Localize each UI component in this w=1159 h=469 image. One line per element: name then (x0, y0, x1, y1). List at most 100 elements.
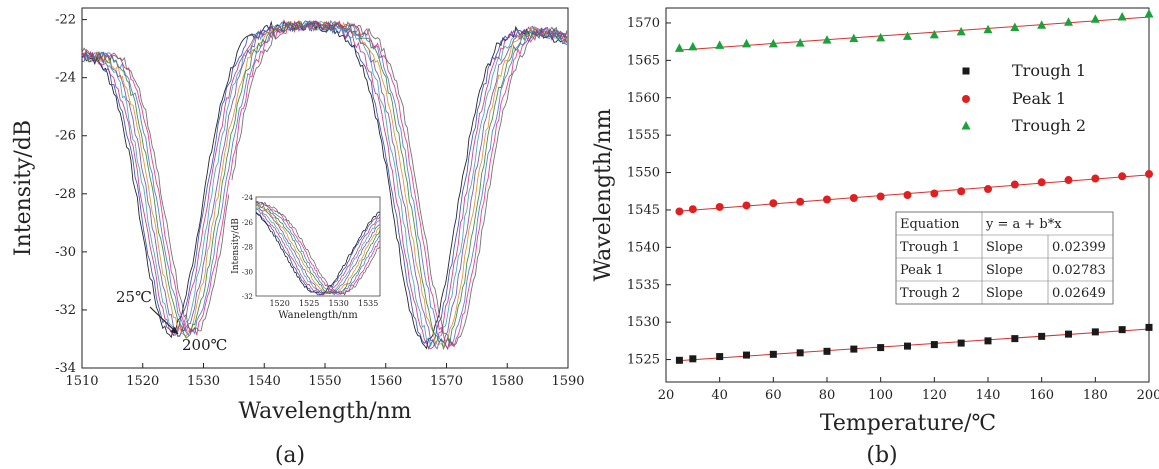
legend-marker (961, 121, 971, 130)
data-point-trough-1 (930, 341, 938, 349)
inset-spectrum-curve (255, 211, 381, 294)
panel-a-spectra (81, 19, 568, 351)
panel-b-caption: (b) (866, 443, 897, 468)
panel-b-x-tick-label: 100 (868, 388, 893, 403)
panel-a-y-ticks: -34 -32 -30 -28 -26 -24 -22 (55, 13, 87, 376)
panel-b-legend: Trough 1 Peak 1 Trough 2 (961, 61, 1086, 135)
panel-b-x-tick-label: 200 (1137, 388, 1159, 403)
data-point-trough-2 (822, 35, 832, 44)
data-point-trough-1 (957, 339, 965, 347)
panel-b-x-tick-label: 60 (765, 388, 782, 403)
data-point-trough-1 (850, 345, 858, 353)
fit-results-table: Equation y = a + b*x Trough 1 Slope 0.02399 P… (895, 211, 1114, 305)
data-point-peak-1 (876, 192, 885, 201)
panel-b-y-tick-label: 1570 (627, 16, 660, 31)
panel-b: 20 40 60 80 100 120 140 160 180 200 1525153015351… (591, 7, 1159, 468)
panel-b-x-tick-label: 140 (976, 388, 1001, 403)
data-point-peak-1 (715, 202, 724, 211)
data-point-peak-1 (1064, 176, 1073, 185)
inset-x-tick-label: 1525 (299, 299, 319, 308)
data-point-peak-1 (984, 185, 992, 194)
data-point-trough-2 (715, 40, 725, 49)
data-point-trough-1 (823, 347, 831, 355)
annotation-arrow-head (170, 327, 178, 334)
spectrum-curve (81, 20, 568, 351)
data-point-peak-1 (688, 205, 697, 214)
panel-a-y-tick-label: -34 (55, 361, 76, 376)
spectrum-curve (81, 19, 568, 348)
inset-x-tick-label: 1530 (328, 299, 348, 308)
data-point-trough-2 (849, 33, 859, 43)
data-point-trough-1 (1091, 328, 1099, 336)
panel-a: 1510 1520 1530 1540 1550 1560 1570 1580 1590 -34… (11, 7, 585, 468)
spectrum-curve (81, 20, 567, 351)
panel-b-x-tick-label: 20 (658, 388, 675, 403)
data-point-trough-1 (716, 353, 724, 361)
fit-table-cell: 0.02399 (1052, 240, 1106, 255)
data-point-trough-2 (1090, 14, 1100, 23)
inset-y-axis-label: Intensity/dB (231, 218, 241, 274)
panel-b-x-axis-label: Temperature/℃ (820, 411, 996, 436)
data-point-peak-1 (957, 187, 966, 196)
inset-x-tick-label: 1535 (358, 299, 378, 308)
panel-b-x-tick-label: 160 (1029, 388, 1054, 403)
inset-x-tick-label: 1520 (269, 299, 289, 308)
fit-table-cell: Trough 2 (900, 286, 960, 301)
inset-spectrum-curve (255, 207, 381, 295)
data-point-peak-1 (903, 191, 912, 199)
panel-b-y-tick-label: 1565 (627, 53, 660, 68)
spectrum-curve (81, 20, 568, 351)
panel-b-x-tick-label: 80 (819, 388, 836, 403)
data-point-trough-1 (1145, 323, 1153, 331)
inset-y-tick-label: -30 (242, 268, 253, 276)
data-point-trough-2 (1064, 17, 1073, 26)
data-point-trough-2 (956, 26, 966, 36)
panel-a-x-tick-label: 1530 (187, 374, 220, 389)
panel-a-x-tick-label: 1580 (491, 374, 524, 389)
data-point-trough-2 (1117, 11, 1127, 21)
panel-a-y-tick-label: -22 (55, 13, 76, 28)
panel-a-x-tick-label: 1520 (126, 374, 159, 389)
inset-ticks: 1520 1525 1530 1535 -24 -26 -28 -30 -32 (242, 194, 379, 308)
panel-b-y-tick-label: 1535 (627, 278, 660, 293)
inset-spectrum-curve (255, 204, 381, 295)
panel-b-y-tick-label: 1540 (627, 240, 660, 255)
panel-b-y-tick-label: 1560 (627, 91, 660, 106)
panel-b-y-tick-label: 1555 (627, 128, 660, 143)
data-point-peak-1 (1010, 180, 1019, 189)
panel-a-y-tick-label: -28 (55, 187, 76, 202)
legend-label: Peak 1 (1012, 89, 1066, 108)
data-point-trough-2 (674, 43, 684, 52)
panel-a-x-tick-label: 1550 (308, 374, 341, 389)
data-point-peak-1 (849, 193, 858, 202)
annotation-25c: 25℃ (116, 288, 152, 306)
annotation-200c: 200℃ (182, 336, 227, 354)
data-point-trough-1 (769, 350, 777, 358)
panel-b-data-points (674, 8, 1154, 364)
panel-a-y-axis-label: Intensity/dB (11, 120, 36, 256)
data-point-trough-2 (903, 31, 912, 40)
inset-y-tick-label: -32 (242, 293, 253, 301)
panel-a-x-axis-label: Wavelength/nm (238, 399, 411, 424)
data-point-trough-1 (984, 337, 992, 345)
data-point-trough-1 (743, 351, 750, 359)
fit-table-cell: Peak 1 (900, 263, 944, 278)
fit-table-cell: Slope (986, 240, 1023, 255)
panel-b-x-tick-label: 180 (1083, 388, 1108, 403)
panel-b-plot-frame (665, 7, 1150, 383)
panel-b-y-tick-label: 1530 (627, 315, 660, 330)
panel-a-x-tick-label: 1560 (369, 374, 402, 389)
panel-b-y-tick-label: 1550 (627, 166, 660, 181)
fit-table-cell: 0.02649 (1052, 286, 1106, 301)
spectrum-curve (81, 19, 568, 348)
data-point-trough-2 (983, 24, 993, 34)
panel-a-y-tick-label: -24 (55, 71, 76, 86)
panel-a-x-ticks: 1510 1520 1530 1540 1550 1560 1570 1580 1590 (65, 363, 585, 389)
data-point-trough-2 (1037, 20, 1047, 29)
inset-spectrum-curve (255, 203, 381, 295)
panel-a-y-tick-label: -32 (55, 303, 76, 318)
data-point-trough-2 (1010, 22, 1020, 31)
data-point-trough-1 (877, 344, 885, 352)
data-point-trough-1 (1118, 326, 1126, 334)
